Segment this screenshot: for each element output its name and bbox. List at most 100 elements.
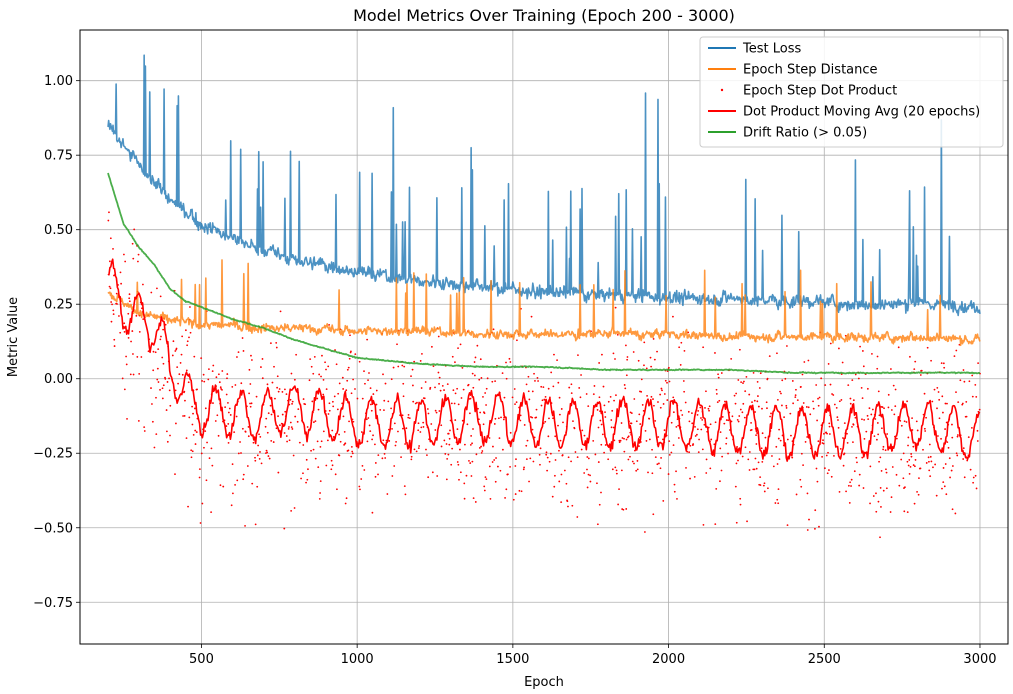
legend-marker — [720, 88, 724, 92]
dot-product-point — [971, 374, 974, 377]
dot-product-point — [388, 440, 391, 442]
dot-product-point — [382, 439, 385, 442]
dot-product-point — [368, 424, 371, 427]
dot-product-point — [335, 363, 338, 366]
dot-product-point — [417, 429, 420, 432]
dot-product-point — [881, 406, 884, 408]
dot-product-point — [767, 487, 769, 490]
dot-product-point — [698, 438, 700, 441]
dot-product-point — [878, 460, 880, 463]
dot-product-point — [544, 395, 547, 398]
dot-product-point — [202, 373, 205, 376]
dot-product-point — [184, 329, 187, 332]
dot-product-point — [513, 388, 516, 390]
dot-product-point — [484, 392, 487, 394]
dot-product-point — [861, 418, 863, 421]
dot-product-point — [854, 416, 857, 419]
dot-product-point — [192, 433, 195, 436]
dot-product-point — [350, 455, 353, 458]
dot-product-point — [491, 380, 494, 383]
dot-product-point — [514, 493, 517, 495]
dot-product-point — [879, 456, 882, 459]
dot-product-point — [800, 385, 802, 388]
dot-product-point — [479, 411, 482, 414]
dot-product-point — [936, 407, 938, 410]
dot-product-point — [850, 485, 852, 487]
dot-product-point — [248, 392, 250, 395]
dot-product-point — [186, 344, 189, 347]
dot-product-point — [314, 457, 317, 460]
dot-product-point — [625, 508, 628, 510]
dot-product-point — [955, 391, 957, 393]
dot-product-point — [474, 356, 477, 359]
dot-product-point — [177, 382, 179, 385]
dot-product-point — [597, 426, 600, 429]
dot-product-point — [868, 407, 871, 410]
dot-product-point — [942, 362, 945, 365]
dot-product-point — [175, 422, 177, 425]
dot-product-point — [927, 456, 930, 459]
dot-product-point — [823, 467, 826, 470]
dot-product-point — [941, 395, 944, 398]
plot-layer — [107, 54, 981, 539]
dot-product-point — [841, 361, 844, 364]
dot-product-point — [715, 392, 718, 395]
dot-product-point — [219, 484, 222, 487]
dot-product-point — [444, 453, 447, 455]
dot-product-point — [882, 445, 885, 448]
dot-product-point — [900, 458, 903, 461]
dot-product-point — [741, 455, 744, 458]
dot-product-point — [493, 459, 496, 461]
dot-product-point — [327, 365, 330, 368]
dot-product-point — [903, 510, 906, 513]
dot-product-point — [596, 482, 598, 485]
dot-product-point — [682, 380, 685, 382]
dot-product-point — [672, 396, 675, 399]
dot-product-point — [870, 413, 873, 416]
dot-product-point — [854, 373, 857, 376]
dot-product-point — [485, 387, 488, 390]
dot-product-point — [152, 350, 155, 353]
dot-product-point — [522, 468, 525, 471]
dot-product-point — [876, 355, 879, 358]
dot-product-point — [457, 347, 459, 350]
dot-product-point — [109, 287, 112, 290]
dot-product-point — [394, 444, 397, 447]
dot-product-point — [112, 247, 114, 250]
dot-product-point — [774, 502, 777, 504]
dot-product-point — [463, 482, 466, 485]
dot-product-point — [704, 407, 706, 409]
dot-product-point — [920, 369, 923, 372]
dot-product-point — [858, 484, 861, 487]
dot-product-point — [776, 398, 779, 401]
dot-product-point — [408, 417, 411, 419]
dot-product-point — [415, 450, 418, 453]
dot-product-point — [501, 448, 504, 451]
dot-product-point — [666, 399, 669, 401]
dot-product-point — [962, 458, 965, 460]
dot-product-point — [328, 409, 331, 412]
dot-product-point — [890, 409, 893, 411]
dot-product-point — [685, 467, 687, 469]
dot-product-point — [287, 427, 290, 430]
dot-product-point — [316, 397, 319, 400]
dot-product-point — [505, 488, 508, 491]
dot-product-point — [675, 470, 677, 473]
dot-product-point — [877, 433, 880, 436]
dot-product-point — [421, 352, 423, 355]
dot-product-point — [885, 471, 888, 474]
dot-product-point — [620, 422, 623, 424]
dot-product-point — [182, 415, 184, 417]
dot-product-point — [199, 522, 202, 524]
dot-product-point — [290, 509, 293, 512]
dot-product-point — [482, 423, 485, 426]
dot-product-point — [821, 455, 823, 458]
dot-product-point — [951, 465, 954, 467]
dot-product-point — [668, 453, 671, 456]
dot-product-point — [379, 408, 382, 411]
dot-product-point — [128, 293, 131, 296]
dot-product-point — [600, 443, 603, 446]
plot-area — [107, 54, 981, 539]
dot-product-point — [633, 398, 636, 400]
dot-product-point — [780, 392, 782, 395]
